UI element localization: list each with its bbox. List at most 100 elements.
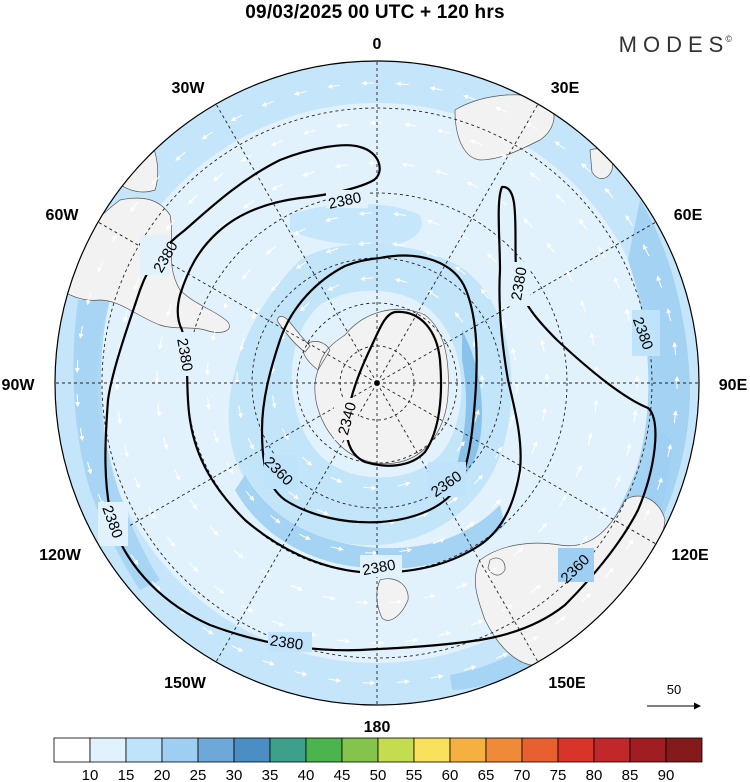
lon-label-30e: 30E [551, 80, 580, 97]
wind-arrow [463, 665, 477, 671]
wind-arrow [672, 410, 678, 424]
wind-arrow [241, 269, 251, 280]
wind-arrow [672, 341, 678, 355]
wind-arrow [78, 325, 84, 339]
wind-arrow [327, 284, 340, 291]
lon-label-60e: 60E [674, 207, 703, 224]
wind-arrow [271, 183, 284, 190]
colorbar-swatch [413, 737, 451, 763]
colorbar-swatch [197, 737, 235, 763]
wind-arrow [202, 626, 214, 635]
wind-arrow [546, 242, 555, 254]
wind-arrow [231, 645, 244, 652]
wind-arrow [579, 535, 588, 547]
wind-arrow [403, 122, 417, 128]
colorbar-swatch [89, 737, 127, 763]
wind-arrow [463, 94, 476, 100]
wind-arrow [471, 620, 484, 626]
wind-arrow [288, 491, 299, 500]
wind-arrow [75, 394, 81, 408]
colorbar-label: 10 [82, 767, 99, 782]
colorbar-label: 85 [622, 767, 639, 782]
wind-arrow [589, 332, 595, 346]
wind-arrow [643, 244, 650, 257]
lon-label-30w: 30W [172, 80, 206, 97]
colorbar-swatch [341, 737, 379, 763]
wind-arrow [151, 175, 161, 186]
wind-arrow [223, 297, 231, 309]
wind-arrow [540, 339, 546, 353]
wind-arrow [205, 396, 211, 410]
colorbar-swatch [521, 737, 559, 763]
wind-arrow [260, 569, 273, 577]
colorbar-label: 35 [262, 767, 279, 782]
wind-arrow [523, 218, 533, 228]
madagascar [589, 148, 613, 179]
wind-arrow [299, 302, 310, 312]
wind-arrow [474, 409, 480, 422]
wind-arrow [272, 620, 285, 627]
wind-arrow [525, 122, 538, 130]
wind-arrow [511, 347, 517, 361]
colorbar-labels: 10 15 20 25 30 35 40 45 50 55 60 65 70 75 80 85 90 [82, 767, 675, 782]
new-zealand [376, 578, 409, 621]
wind-arrow [187, 194, 198, 205]
wind-arrow [487, 253, 497, 263]
wind-arrow [485, 567, 497, 575]
colorbar-swatch [485, 737, 523, 763]
lon-label-90e: 90E [719, 377, 748, 394]
wind-arrow [179, 273, 187, 286]
wind-arrow [427, 290, 439, 299]
wind-arrow [337, 638, 351, 644]
wind-arrow [382, 519, 396, 525]
wind-arrow [625, 214, 634, 227]
wind-arrow [491, 499, 502, 509]
label-bg [98, 502, 128, 546]
label-bg [140, 235, 170, 275]
wind-arrow [325, 247, 339, 254]
wind-arrow [393, 211, 407, 217]
wind-arrow [575, 464, 582, 478]
wind-arrow [392, 241, 405, 247]
contour-label: 2380 [508, 266, 531, 302]
wind-arrow [555, 193, 566, 204]
lon-label-150e: 150E [548, 675, 586, 692]
brand-name: MODES [618, 32, 730, 57]
wind-arrow [166, 219, 175, 231]
wind-arrow [174, 468, 181, 482]
wind-arrow [233, 549, 244, 559]
colorbar-label: 60 [442, 767, 459, 782]
wind-arrow [555, 616, 566, 625]
wind-arrow [426, 219, 440, 226]
colorbar-label: 30 [226, 767, 243, 782]
wind-arrow [302, 129, 316, 135]
shade-peak-east [455, 330, 482, 478]
map-title: 09/03/2025 00 UTC + 120 hrs [245, 2, 505, 23]
colorbar-label: 45 [334, 767, 351, 782]
wind-arrow [270, 140, 283, 146]
copyright-mark: © [725, 34, 732, 44]
wind-arrow [133, 278, 140, 291]
wind-arrow [594, 365, 600, 379]
colorbar-swatch [305, 737, 343, 763]
wind-arrow [271, 395, 277, 409]
label-bg [268, 632, 312, 652]
wind-arrow [335, 123, 349, 128]
colorbar-swatch [449, 737, 487, 763]
wind-arrow [643, 509, 650, 522]
wind-arrow [581, 593, 592, 603]
wind-arrow [74, 359, 80, 373]
colorbar-label: 90 [658, 767, 675, 782]
wind-arrow [405, 638, 419, 643]
wind-arrow [316, 509, 330, 516]
label-bg [504, 262, 530, 306]
wind-arrow [456, 441, 465, 452]
lon-label-60w: 60W [46, 207, 80, 224]
wind-arrow [495, 106, 508, 114]
lon-label-150w: 150W [164, 675, 207, 692]
wind-arrow [175, 151, 186, 161]
wind-arrow [430, 674, 444, 680]
wind-arrow [566, 270, 573, 282]
brand-logo: MODES© [619, 32, 736, 58]
wind-arrow [424, 250, 438, 257]
